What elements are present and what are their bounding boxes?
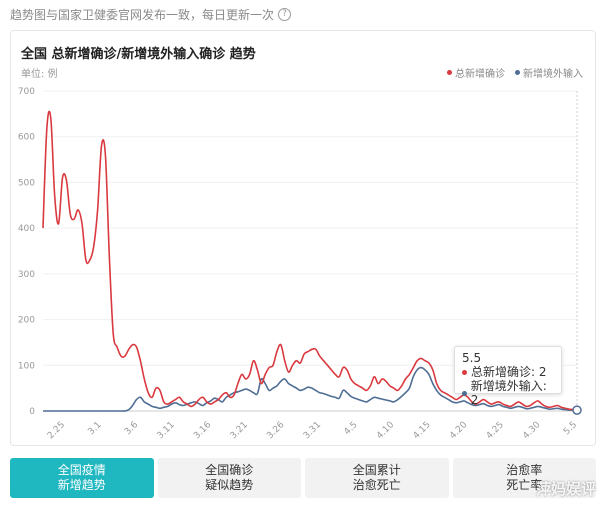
tab-new-trend-line1: 全国疫情 [57,463,106,477]
trend-card: 全国 总新增确诊/新增境外输入确诊 趋势 单位: 例 总新增确诊 新增境外输入 … [10,30,596,446]
tooltip-date: 5.5 [462,351,482,365]
watermark: 萍妈娱评 [535,480,596,498]
tab-cumulative-line1: 全国累计 [352,463,401,477]
x-tick-label: 3.6 [123,420,140,437]
x-tick-label: 3.21 [229,420,250,441]
series-line-total [42,110,578,411]
x-tick-label: 4.25 [485,420,506,441]
tooltip-total-label: 总新增确诊: 2 [471,365,547,379]
tooltip-imported-row: 新增境外输入: 2 [462,379,554,407]
tab-rates-line1: 治愈率 [506,463,543,477]
x-tick-label: 4.20 [448,420,469,441]
hover-point-marker [572,405,582,415]
tooltip-imported-label: 新增境外输入: 2 [470,379,547,407]
x-tick-label: 3.26 [265,420,286,441]
legend-imported-label: 新增境外输入 [523,69,583,80]
legend-imported-dot [515,70,520,75]
y-tick-label: 400 [18,224,35,234]
y-tick-label: 0 [29,407,35,417]
tab-suspected-line2: 疑似趋势 [205,478,254,492]
tooltip-total-dot [462,369,467,375]
y-tick-label: 600 [18,133,35,143]
tab-rates-line2: 死亡率 [506,478,543,492]
tab-suspected-line1: 全国确诊 [205,463,254,477]
help-icon[interactable]: ? [278,8,292,21]
legend-total-label: 总新增确诊 [455,69,505,80]
x-tick-label: 3.11 [156,420,177,441]
x-tick-label: 5.5 [562,420,579,437]
chart-tooltip: 5.5 总新增确诊: 2 新增境外输入: 2 [454,346,562,407]
x-tick-label: 4.5 [342,420,359,437]
tooltip-imported-dot [462,390,467,396]
y-tick-label: 500 [18,178,35,188]
y-tick-label: 100 [18,361,35,371]
y-tick-label: 700 [18,87,35,97]
tab-cumulative[interactable]: 全国累计 治愈死亡 [305,458,449,498]
tooltip-total-row: 总新增确诊: 2 [462,365,554,379]
series-line-imported [42,366,577,412]
unit-label: 单位: 例 [21,69,58,80]
legend-total[interactable]: 总新增确诊 [447,65,505,80]
x-tick-label: 3.16 [192,420,213,441]
y-tick-label: 200 [18,316,35,326]
x-tick-label: 4.30 [521,420,542,441]
y-tick-label: 300 [18,270,35,280]
tab-cumulative-line2: 治愈死亡 [352,478,401,492]
legend-total-dot [447,70,452,75]
chart-legend: 总新增确诊 新增境外输入 [447,65,583,80]
x-tick-label: 4.10 [375,420,396,441]
update-note-text: 趋势图与国家卫健委官网发布一致，每日更新一次 [10,8,275,22]
x-tick-label: 2.25 [46,420,67,441]
chart-title: 全国 总新增确诊/新增境外输入确诊 趋势 [21,47,256,62]
tab-suspected-trend[interactable]: 全国确诊 疑似趋势 [157,458,301,498]
x-tick-label: 3.31 [302,420,323,441]
trend-tabs: 全国疫情 新增趋势 全国确诊 疑似趋势 全国累计 治愈死亡 治愈率 死亡率 [10,458,596,498]
update-note: 趋势图与国家卫健委官网发布一致，每日更新一次 ? [10,6,292,23]
tab-rates[interactable]: 治愈率 死亡率 [452,458,596,498]
x-tick-label: 3.1 [86,420,103,437]
x-tick-label: 4.15 [412,420,433,441]
legend-imported[interactable]: 新增境外输入 [515,65,583,80]
tab-new-trend[interactable]: 全国疫情 新增趋势 [10,458,154,498]
tab-new-trend-line2: 新增趋势 [57,478,106,492]
trend-chart[interactable]: 0 100 200 300 400 500 600 700 2.25 3.1 3.6 3.11 3.16… [11,31,597,447]
